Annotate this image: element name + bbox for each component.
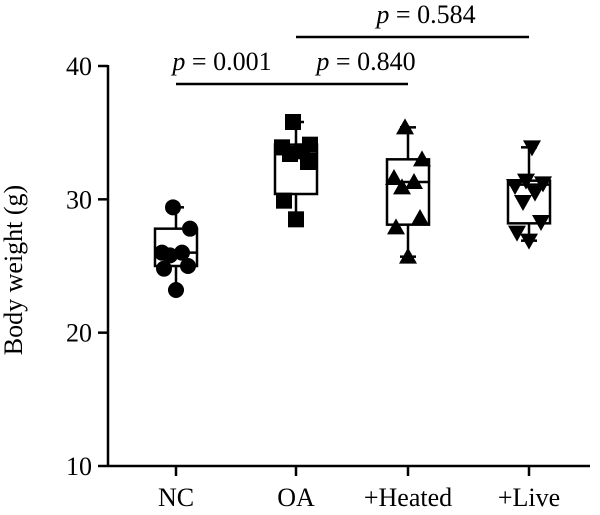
p-value-label: p = 0.001: [170, 47, 271, 76]
data-point: [288, 211, 304, 228]
data-point: [274, 139, 290, 156]
boxes: [153, 114, 552, 298]
box-group: [506, 140, 552, 250]
p-value-label: p = 0.840: [314, 47, 415, 76]
x-tick-label: OA: [277, 483, 315, 512]
x-tick-label: +Heated: [364, 483, 452, 512]
data-point: [385, 169, 403, 185]
data-point: [523, 140, 541, 157]
significance-annotations: p = 0.001 p = 0.840 p = 0.584: [170, 0, 529, 86]
box-group: [385, 118, 431, 264]
data-point: [517, 173, 535, 190]
data-point: [526, 185, 544, 202]
data-point: [514, 195, 532, 211]
data-point: [276, 192, 292, 209]
data-point: [532, 215, 550, 231]
data-point: [508, 225, 526, 242]
data-point: [393, 178, 411, 195]
data-point: [411, 209, 429, 225]
data-point: [180, 258, 196, 274]
data-point: [165, 199, 181, 216]
data-point: [174, 244, 190, 261]
x-tick-label: NC: [158, 483, 194, 512]
data-point: [182, 220, 198, 237]
box-group: [273, 114, 319, 228]
data-point: [534, 176, 552, 193]
y-tick-label: 30: [66, 185, 92, 214]
data-point: [506, 179, 524, 195]
data-point: [520, 233, 538, 250]
data-point: [302, 136, 318, 153]
p-value-label: p = 0.584: [374, 0, 475, 29]
box-group: [153, 199, 199, 298]
data-point: [156, 260, 172, 277]
y-tick-label: 20: [66, 319, 92, 348]
data-point: [387, 218, 405, 235]
data-point: [399, 247, 417, 264]
data-point: [413, 150, 431, 167]
data-point: [154, 244, 170, 261]
data-point: [168, 282, 184, 298]
y-tick-label: 40: [66, 52, 92, 81]
x-tick-label: +Live: [498, 483, 560, 512]
y-tick-label: 10: [66, 452, 92, 481]
data-point: [396, 118, 414, 135]
data-point: [285, 114, 301, 130]
y-axis-label: Body weight (g): [0, 185, 28, 355]
axes: 10 20 30 40 NC OA +Heated +Live: [66, 52, 590, 512]
data-point: [405, 173, 423, 189]
